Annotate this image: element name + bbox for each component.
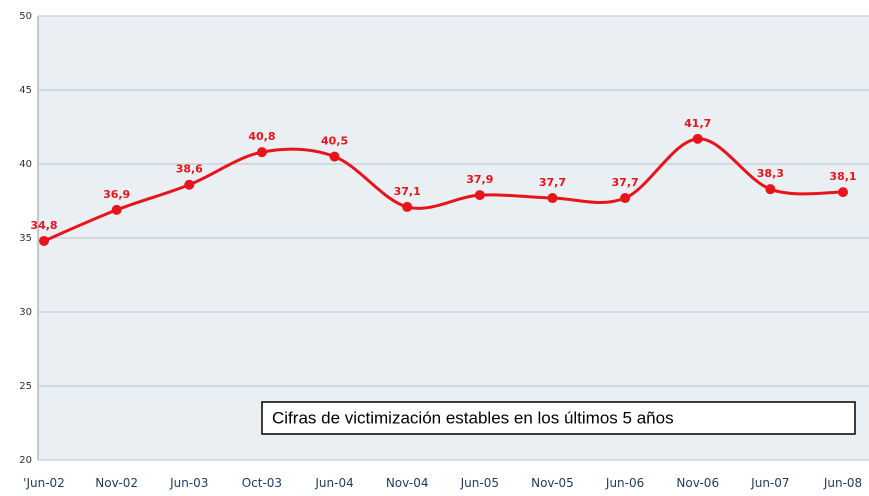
value-label: 36,9 [103,188,130,201]
point [39,235,49,246]
x-tick-label: Jun-07 [750,476,789,490]
value-label: 37,9 [466,173,493,186]
value-label: 40,8 [248,130,275,143]
x-tick-label: Jun-03 [169,476,208,490]
y-tick-label: 40 [19,159,32,170]
y-tick-label: 35 [19,233,32,244]
value-label: 41,7 [684,117,711,130]
point [620,193,631,204]
y-tick-label: 45 [19,85,32,96]
x-tick-label: Jun-08 [823,476,862,490]
point [184,179,195,190]
value-label: 38,6 [176,163,203,176]
annotation-box [261,401,856,435]
x-tick-label: Nov-04 [386,476,429,490]
value-label: 40,5 [321,135,348,148]
x-tick-label: Oct-03 [242,476,282,490]
point [547,193,558,204]
x-tick-label: Nov-02 [95,476,138,490]
point [256,147,267,158]
point [474,190,485,201]
point [111,204,122,215]
annotation: Cifras de victimización estables en los … [272,408,674,427]
x-tick-label: Jun-05 [460,476,499,490]
y-tick-label: 30 [19,307,32,318]
y-tick-label: 20 [19,455,32,466]
point [402,201,413,212]
value-label: 34,8 [30,219,57,232]
point [838,187,848,198]
point [329,151,340,162]
value-label: 37,7 [539,176,566,189]
value-label: 37,1 [394,185,421,198]
y-tick-label: 50 [19,11,32,22]
value-label: 38,3 [757,167,784,180]
x-tick-label: Nov-06 [676,476,719,490]
x-tick-label: 'Jun-02 [23,476,65,490]
x-tick-label: Jun-06 [605,476,644,490]
value-label: 37,7 [612,176,639,189]
y-tick-label: 25 [19,381,32,392]
value-label: 38,1 [829,170,856,183]
point [692,133,703,144]
point [765,184,776,195]
x-tick-label: Jun-04 [314,476,353,490]
x-tick-label: Nov-05 [531,476,574,490]
